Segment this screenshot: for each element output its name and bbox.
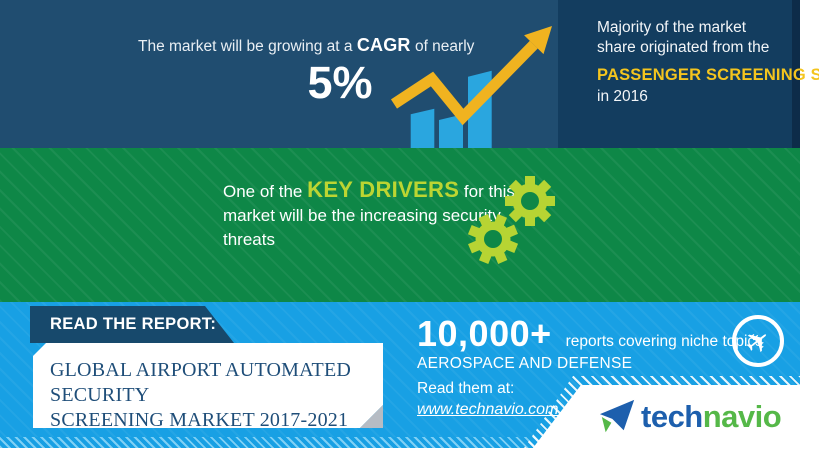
drivers-line1-post: for this: [459, 182, 515, 201]
gears-icon: [467, 176, 555, 265]
report-section: READ THE REPORT: GLOBAL AIRPORT AUTOMATE…: [0, 302, 800, 448]
category-label: AEROSPACE AND DEFENSE: [417, 355, 633, 372]
brand-tech: tech: [641, 399, 703, 434]
read-them-label: Read them at:: [417, 380, 515, 397]
market-share-line1: Majority of the market: [597, 19, 747, 36]
market-share-box: Majority of the market share originated …: [558, 0, 819, 148]
technavio-wordmark: technavio: [641, 399, 782, 435]
cagr-value: 5%: [307, 57, 373, 108]
drivers-line1-pre: One of the: [223, 182, 308, 201]
airplane-icon: ✈: [737, 320, 779, 364]
airplane-circle-icon: ✈: [732, 315, 784, 367]
technavio-logo: technavio: [599, 398, 782, 436]
report-title: GLOBAL AIRPORT AUTOMATED SECURITY SCREEN…: [33, 343, 383, 433]
page-curl: [360, 405, 383, 428]
drivers-line3: threats: [223, 230, 275, 249]
cagr-sentence-pre: The market will be growing at a: [138, 38, 357, 55]
brand-navio: navio: [702, 399, 782, 434]
market-share-text: Majority of the market share originated …: [597, 18, 819, 107]
cagr-sentence: The market will be growing at a CAGR of …: [138, 35, 474, 56]
logo-panel: [533, 385, 800, 448]
hatch-border: [0, 437, 800, 448]
cagr-section: The market will be growing at a CAGR of …: [0, 0, 819, 148]
reports-count-line: 10,000+ reports covering niche topics: [417, 313, 763, 355]
key-drivers-section: One of the KEY DRIVERS for this market w…: [0, 148, 800, 302]
read-report-ribbon: READ THE REPORT:: [30, 306, 234, 343]
market-share-line3: in 2016: [597, 88, 648, 105]
read-report-label: READ THE REPORT:: [50, 315, 217, 333]
reports-count: 10,000+: [417, 313, 552, 354]
drivers-highlight: KEY DRIVERS: [307, 177, 460, 202]
growth-chart-icon: [390, 26, 552, 148]
technavio-link[interactable]: www.technavio.com: [417, 401, 559, 418]
reports-count-suffix: reports covering niche topics: [565, 333, 763, 350]
report-title-card: GLOBAL AIRPORT AUTOMATED SECURITY SCREEN…: [33, 343, 383, 428]
technavio-logo-icon: [599, 399, 635, 433]
report-title-line1: GLOBAL AIRPORT AUTOMATED SECURITY: [50, 359, 352, 406]
report-title-line2: SCREENING MARKET 2017-2021: [50, 409, 349, 431]
key-drivers-text: One of the KEY DRIVERS for this market w…: [223, 178, 553, 252]
drivers-line2: market will be the increasing security: [223, 206, 501, 225]
segment-highlight: PASSENGER SCREENING SEGMENT: [597, 66, 819, 84]
cagr-sentence-post: of nearly: [410, 38, 475, 55]
cagr-keyword: CAGR: [356, 35, 411, 55]
market-share-line2: share originated from the: [597, 39, 770, 56]
